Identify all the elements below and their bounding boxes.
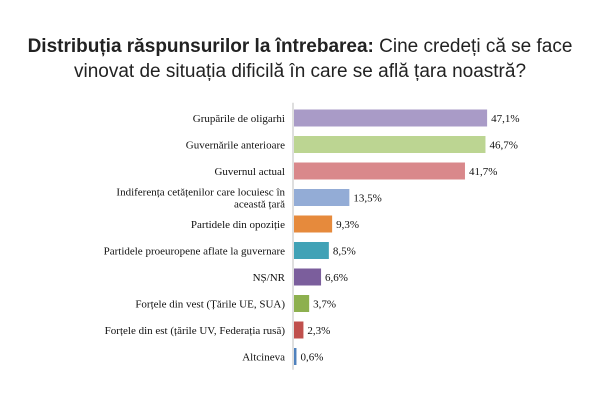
chart-title: Distribuția răspunsurilor la întrebarea:… — [0, 34, 600, 84]
category-label: Indiferența cetățenilor care locuiesc în… — [116, 187, 285, 211]
category-label: Partidele din opoziție — [191, 219, 285, 231]
data-label: 47,1% — [491, 113, 519, 125]
bar — [294, 162, 465, 180]
data-label: 6,6% — [325, 272, 348, 284]
bar — [294, 242, 329, 259]
bar — [294, 109, 488, 127]
category-label: Forțele din est (țările UV, Federația ru… — [105, 325, 286, 337]
bar — [294, 136, 486, 153]
bar — [294, 215, 333, 233]
data-label: 0,6% — [300, 352, 323, 364]
bar — [294, 268, 322, 286]
category-label: Partidele proeuropene aflate la guvernar… — [104, 246, 286, 258]
chart-title-rest: Cine credeți că se face vinovat de situa… — [73, 36, 573, 82]
data-label: 8,5% — [333, 246, 356, 258]
category-label: Altcineva — [242, 352, 285, 364]
category-label: Guvernul actual — [214, 166, 285, 178]
bar — [294, 321, 304, 339]
data-label: 41,7% — [469, 166, 497, 178]
data-label: 3,7% — [313, 299, 336, 311]
bar — [294, 189, 350, 206]
data-label: 13,5% — [353, 193, 381, 205]
category-label: Guvernările anterioare — [186, 140, 285, 152]
bar — [294, 295, 310, 312]
category-label: Grupările de oligarhi — [193, 113, 285, 125]
chart-title-bold: Distribuția răspunsurilor la întrebarea: — [27, 36, 374, 57]
category-label: Forțele din vest (Țările UE, SUA) — [135, 299, 285, 311]
data-label: 46,7% — [489, 140, 517, 152]
category-label: NȘ/NR — [253, 272, 286, 284]
data-label: 2,3% — [307, 325, 330, 337]
data-label: 9,3% — [336, 219, 359, 231]
bar — [294, 348, 297, 365]
